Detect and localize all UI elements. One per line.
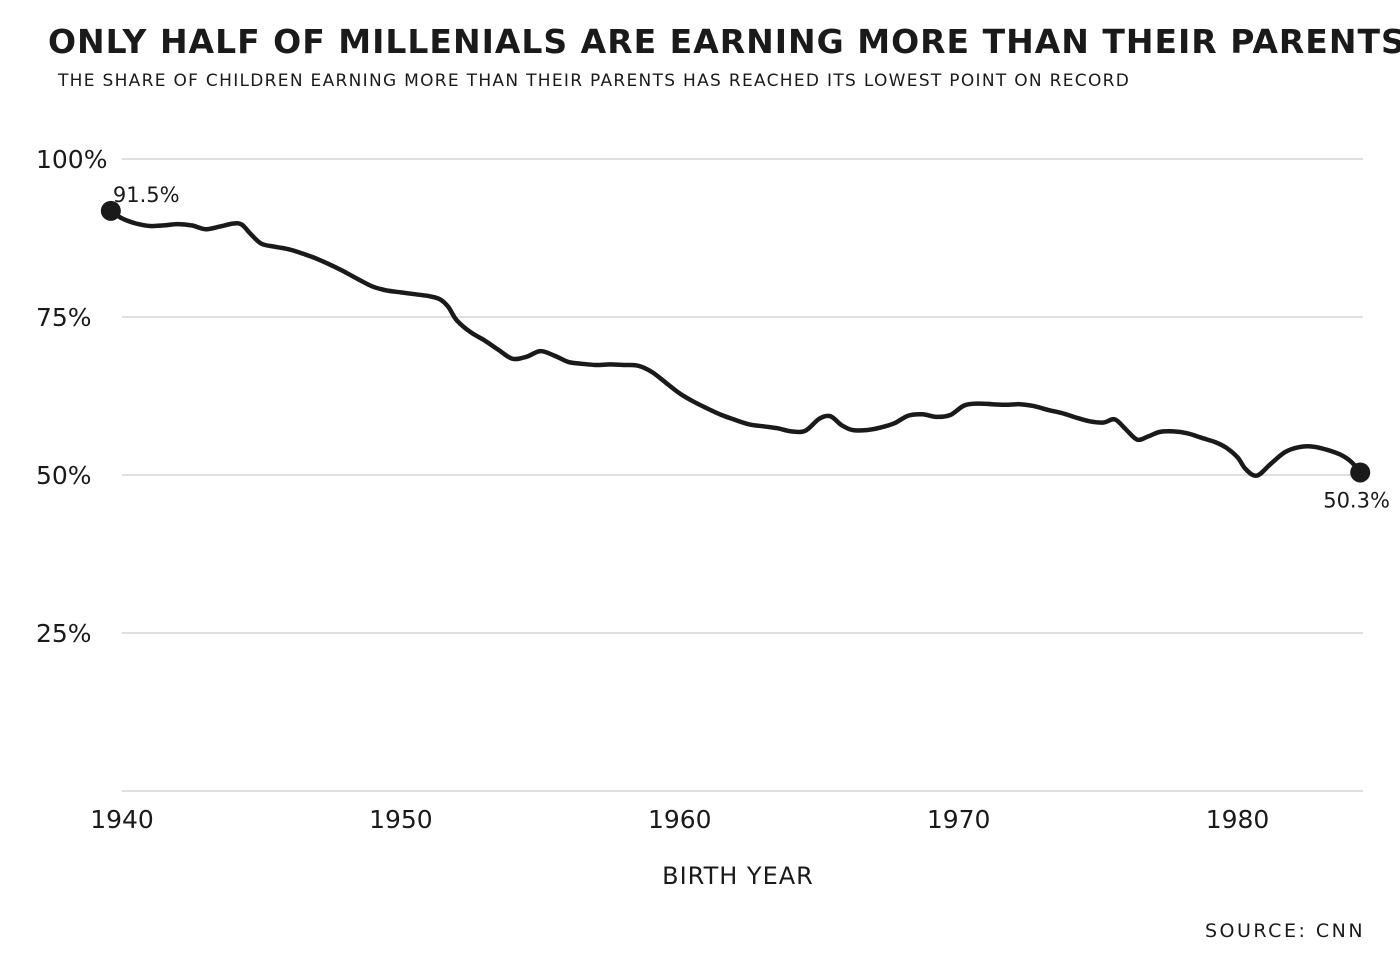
chart-title: Only half of millenials are earning more… xyxy=(48,22,1400,61)
x-tick-label-1980: 1980 xyxy=(1206,805,1270,834)
annotations: 91.5% 50.3% xyxy=(100,183,1390,512)
y-tick-label-75: 75% xyxy=(36,303,92,332)
series-line-0 xyxy=(108,208,1363,478)
x-tick-label-1940: 1940 xyxy=(90,805,154,834)
endpoint-marker-0 xyxy=(100,200,121,221)
x-axis-label: BIRTH YEAR xyxy=(662,862,814,890)
x-tick-label-1960: 1960 xyxy=(648,805,712,834)
grid-lines xyxy=(122,158,1363,792)
endpoint-marker-1 xyxy=(1350,462,1371,483)
y-tick-label-50: 50% xyxy=(36,461,92,490)
chart-subtitle: The share of children earning more than … xyxy=(58,71,1131,91)
x-axis-ticks: 1940 1950 1960 1970 1980 xyxy=(90,805,1269,834)
y-axis-ticks: 25% 50% 75% 100% xyxy=(36,145,107,648)
source-note: SOURCE: CNN xyxy=(1205,920,1366,942)
data-label-1: 50.3% xyxy=(1323,488,1390,512)
y-tick-label-100: 100% xyxy=(36,145,107,174)
y-tick-label-25: 25% xyxy=(36,619,92,648)
x-tick-label-1970: 1970 xyxy=(927,805,991,834)
series-group xyxy=(108,208,1363,478)
x-tick-label-1950: 1950 xyxy=(369,805,433,834)
data-label-0: 91.5% xyxy=(113,183,180,207)
